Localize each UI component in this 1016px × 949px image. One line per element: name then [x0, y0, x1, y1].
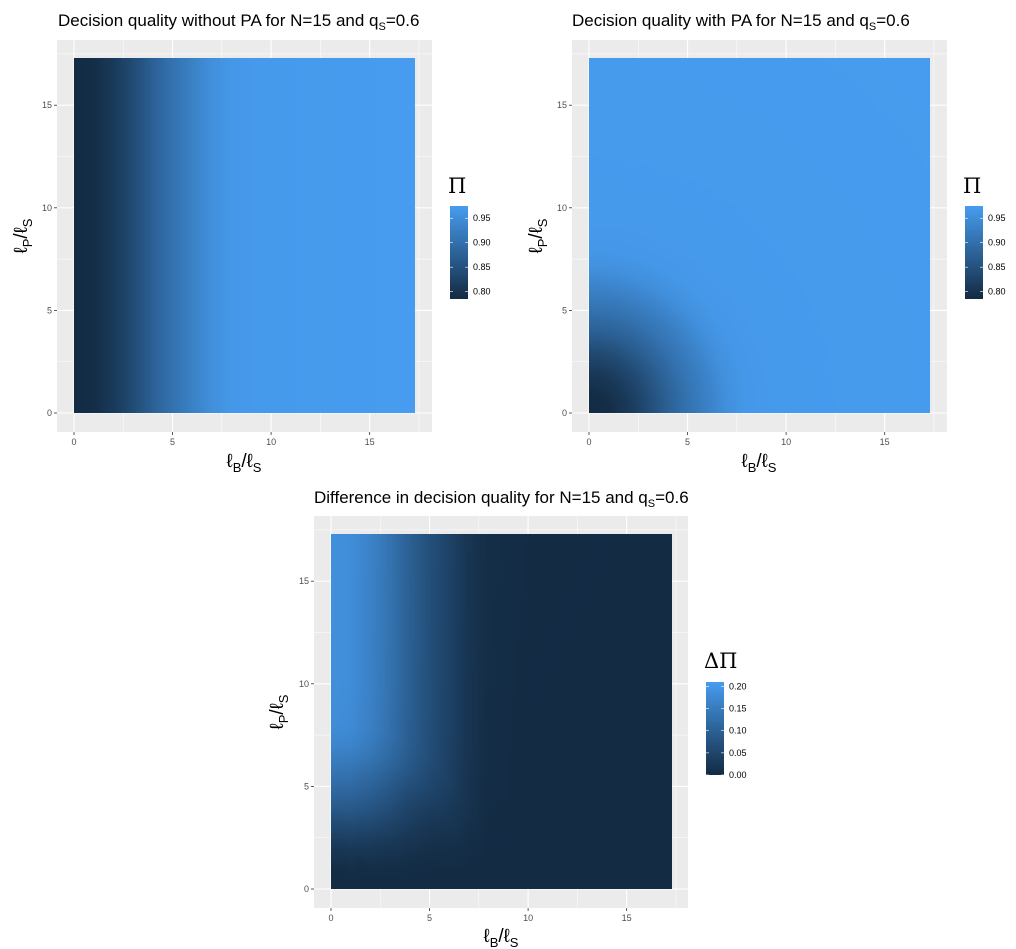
y-tick-label: 5	[47, 305, 52, 315]
x-tick-label: 0	[71, 437, 76, 447]
legend-tick-label: 0.15	[729, 704, 747, 714]
legend: Π 0.80 0.85 0.90 0.95	[963, 174, 1006, 299]
y-axis-label: ℓP/ℓS	[11, 218, 35, 253]
x-axis-ticks: 0 5 10 15	[328, 908, 632, 923]
x-tick-label: 5	[685, 437, 690, 447]
x-axis-ticks: 0 5 10 15	[586, 432, 890, 447]
y-tick-label: 15	[42, 100, 52, 110]
panel-difference: Difference in decision quality for N=15 …	[267, 488, 747, 949]
legend-ticks: 0.00 0.05 0.10 0.15 0.20	[706, 681, 747, 780]
legend-tick-label: 0.20	[729, 681, 747, 691]
legend-tick-label: 0.00	[729, 770, 747, 780]
y-tick-label: 10	[42, 203, 52, 213]
legend-title: Π	[963, 174, 981, 198]
y-axis-label: ℓP/ℓS	[267, 694, 291, 729]
legend-tick-label: 0.85	[988, 262, 1006, 272]
y-tick-label: 0	[562, 408, 567, 418]
chart-title: Decision quality with PA for N=15 and qS…	[572, 11, 910, 33]
y-tick-label: 5	[304, 781, 309, 791]
x-axis-ticks: 0 5 10 15	[71, 432, 375, 447]
legend-colorbar	[706, 682, 724, 775]
y-tick-label: 15	[299, 576, 309, 586]
x-axis-label: ℓB/ℓS	[742, 451, 777, 475]
x-tick-label: 5	[170, 437, 175, 447]
x-axis-label: ℓB/ℓS	[227, 451, 262, 475]
legend-tick-label: 0.95	[988, 213, 1006, 223]
x-tick-label: 10	[266, 437, 276, 447]
y-tick-label: 0	[47, 408, 52, 418]
y-axis-label: ℓP/ℓS	[526, 218, 550, 253]
x-axis-label: ℓB/ℓS	[484, 926, 519, 949]
y-axis-ticks: 0 5 10 15	[42, 100, 57, 418]
legend-colorbar	[450, 206, 468, 299]
heatmap-raster	[74, 58, 415, 413]
y-tick-label: 10	[557, 203, 567, 213]
chart-title: Difference in decision quality for N=15 …	[314, 488, 689, 510]
legend-tick-label: 0.10	[729, 726, 747, 736]
legend-ticks: 0.80 0.85 0.90 0.95	[450, 213, 491, 297]
heatmap-raster	[331, 534, 672, 889]
panel-without-pa: Decision quality without PA for N=15 and…	[11, 11, 491, 475]
legend: Π 0.80 0.85 0.90 0.95	[448, 174, 491, 299]
legend-colorbar	[965, 206, 983, 299]
legend-tick-label: 0.05	[729, 748, 747, 758]
panel-with-pa: Decision quality with PA for N=15 and qS…	[526, 11, 1006, 475]
y-axis-ticks: 0 5 10 15	[299, 576, 314, 894]
x-tick-label: 10	[523, 913, 533, 923]
heatmap-raster	[589, 58, 930, 413]
y-tick-label: 15	[557, 100, 567, 110]
legend-title: Π	[448, 174, 466, 198]
x-tick-label: 15	[622, 913, 632, 923]
y-tick-label: 0	[304, 884, 309, 894]
x-tick-label: 15	[880, 437, 890, 447]
chart-title: Decision quality without PA for N=15 and…	[58, 11, 419, 33]
legend-tick-label: 0.80	[473, 287, 491, 297]
legend-ticks: 0.80 0.85 0.90 0.95	[965, 213, 1006, 297]
legend-tick-label: 0.80	[988, 287, 1006, 297]
x-tick-label: 0	[586, 437, 591, 447]
legend: ΔΠ 0.00 0.05 0.10 0.15 0.20	[704, 649, 747, 780]
y-tick-label: 5	[562, 305, 567, 315]
y-axis-ticks: 0 5 10 15	[557, 100, 572, 418]
x-tick-label: 10	[781, 437, 791, 447]
x-tick-label: 5	[427, 913, 432, 923]
legend-tick-label: 0.90	[988, 238, 1006, 248]
legend-title: ΔΠ	[704, 649, 737, 673]
y-tick-label: 10	[299, 679, 309, 689]
legend-tick-label: 0.95	[473, 213, 491, 223]
legend-tick-label: 0.85	[473, 262, 491, 272]
legend-tick-label: 0.90	[473, 238, 491, 248]
x-tick-label: 0	[328, 913, 333, 923]
x-tick-label: 15	[365, 437, 375, 447]
